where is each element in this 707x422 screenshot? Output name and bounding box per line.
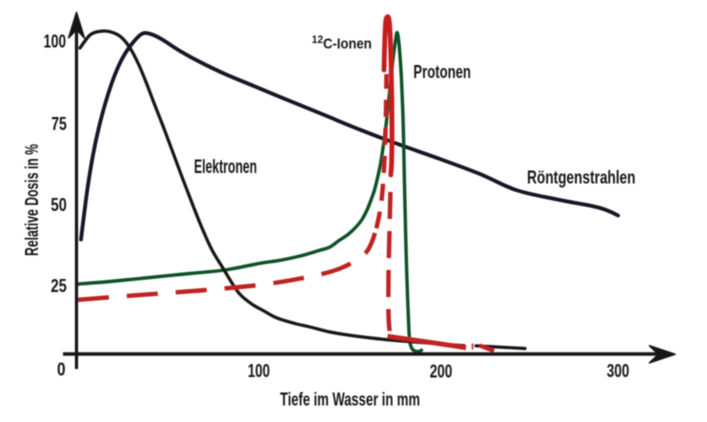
svg-text:12: 12 — [312, 34, 323, 46]
svg-text:Relative Dosis in %: Relative Dosis in % — [22, 144, 42, 256]
svg-text:Tiefe im Wasser in mm: Tiefe im Wasser in mm — [280, 389, 420, 410]
svg-text:100: 100 — [44, 31, 67, 52]
svg-text:75: 75 — [51, 113, 67, 134]
svg-text:Elektronen: Elektronen — [194, 157, 257, 178]
svg-text:300: 300 — [607, 360, 630, 381]
svg-text:Protonen: Protonen — [413, 61, 471, 82]
svg-text:200: 200 — [430, 360, 453, 381]
svg-text:C-Ionen: C-Ionen — [323, 36, 372, 52]
svg-text:0: 0 — [57, 359, 66, 380]
svg-text:Röntgenstrahlen: Röntgenstrahlen — [527, 166, 636, 187]
svg-text:50: 50 — [51, 194, 67, 215]
svg-text:100: 100 — [248, 360, 270, 381]
svg-text:25: 25 — [51, 275, 67, 296]
